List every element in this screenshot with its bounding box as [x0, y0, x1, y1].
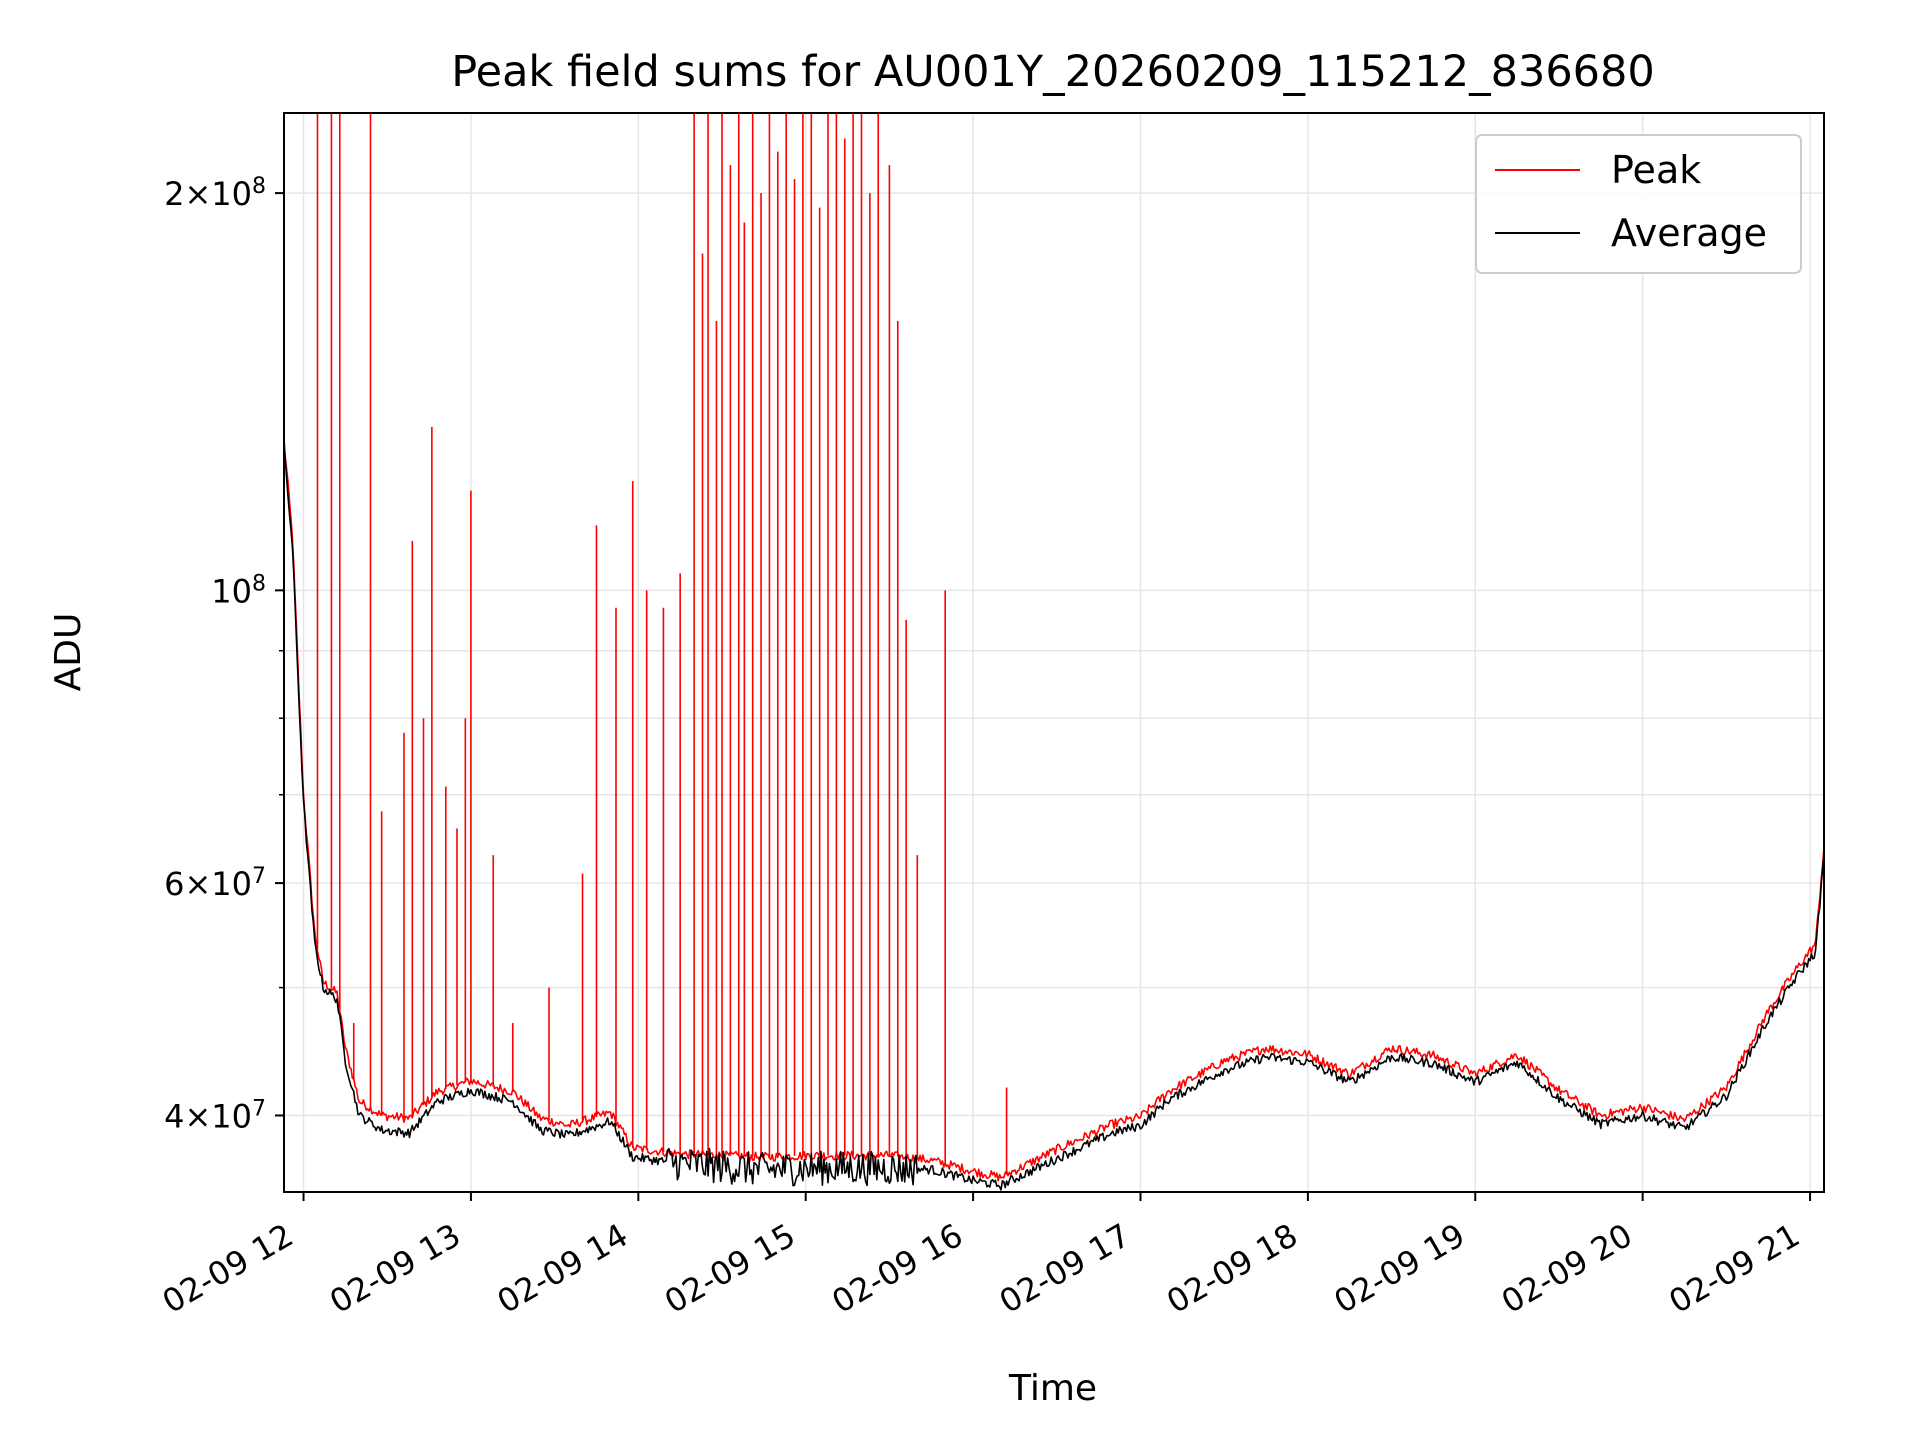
y-tick-label: 4×107	[164, 1096, 266, 1136]
legend-label-average: Average	[1611, 211, 1767, 255]
y-axis: 4×107 6×107 108 2×108	[164, 174, 284, 1136]
plot-area	[283, 113, 1825, 1191]
y-tick-label: 108	[211, 571, 266, 611]
legend: Peak Average	[1475, 134, 1802, 274]
y-tick-label: 6×107	[164, 864, 266, 904]
plot-frame	[283, 112, 1825, 1193]
chart-title: Peak field sums for AU001Y_20260209_1152…	[451, 47, 1655, 97]
grid	[284, 113, 1824, 1192]
y-tick-label: 2×108	[164, 174, 266, 214]
legend-label-peak: Peak	[1611, 148, 1701, 192]
x-axis-label: Time	[1008, 1368, 1097, 1409]
series-line-average	[283, 447, 1825, 1191]
y-axis-label: ADU	[48, 613, 89, 692]
series-line-peak	[283, 438, 1825, 1182]
